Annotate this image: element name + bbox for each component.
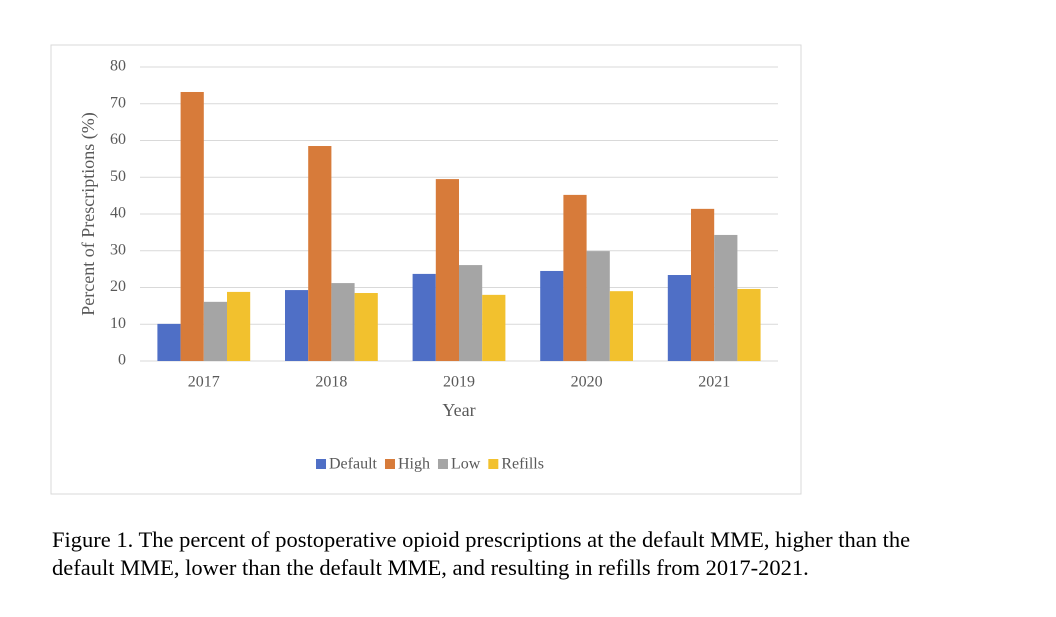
y-tick-label: 0: [118, 352, 126, 369]
legend-marker: [437, 459, 448, 469]
bar: [331, 283, 355, 361]
x-tick-label: 2020: [571, 374, 603, 391]
bar: [586, 251, 610, 361]
y-tick-label: 20: [110, 278, 126, 295]
caption-line: default MME, lower than the default MME,…: [52, 555, 809, 580]
bar: [354, 293, 378, 361]
x-tick-label: 2017: [188, 374, 220, 391]
x-axis-label: Year: [442, 400, 475, 420]
y-tick-label: 30: [110, 241, 126, 258]
y-tick-label: 80: [110, 58, 126, 75]
y-tick-label: 60: [110, 131, 126, 148]
bar: [412, 273, 436, 361]
bar: [691, 208, 715, 361]
x-tick-label: 2021: [698, 374, 730, 391]
bar: [714, 234, 738, 361]
legend-label: Refills: [501, 456, 544, 473]
legend-label: Default: [329, 456, 378, 473]
bar: [308, 146, 332, 361]
bar: [157, 323, 181, 361]
bar: [563, 194, 587, 361]
y-tick-label: 10: [110, 315, 126, 332]
bar: [459, 265, 483, 361]
legend-marker: [384, 459, 395, 469]
y-tick-label: 40: [110, 205, 126, 222]
y-axis-label: Percent of Prescriptions (%): [78, 112, 99, 315]
bar: [227, 291, 251, 361]
legend-marker: [488, 459, 499, 469]
bar: [435, 179, 459, 361]
bar: [540, 270, 564, 361]
bar: [285, 290, 309, 361]
bar: [180, 91, 204, 362]
bar: [737, 288, 761, 361]
legend-label: Low: [451, 456, 481, 473]
y-tick-label: 70: [110, 94, 126, 111]
bar: [482, 294, 506, 361]
legend-marker: [316, 459, 327, 469]
bar: [609, 291, 633, 361]
y-tick-label: 50: [110, 168, 126, 185]
x-tick-label: 2019: [443, 374, 475, 391]
x-tick-label: 2018: [315, 374, 347, 391]
bar: [203, 301, 227, 361]
legend-label: High: [398, 456, 430, 473]
caption-line: Figure 1. The percent of postoperative o…: [52, 527, 911, 552]
bar: [667, 275, 691, 361]
chart-frame: [50, 44, 802, 495]
chart: Percent of Prescriptions (%) Year 0 10 20 3…: [50, 44, 802, 495]
